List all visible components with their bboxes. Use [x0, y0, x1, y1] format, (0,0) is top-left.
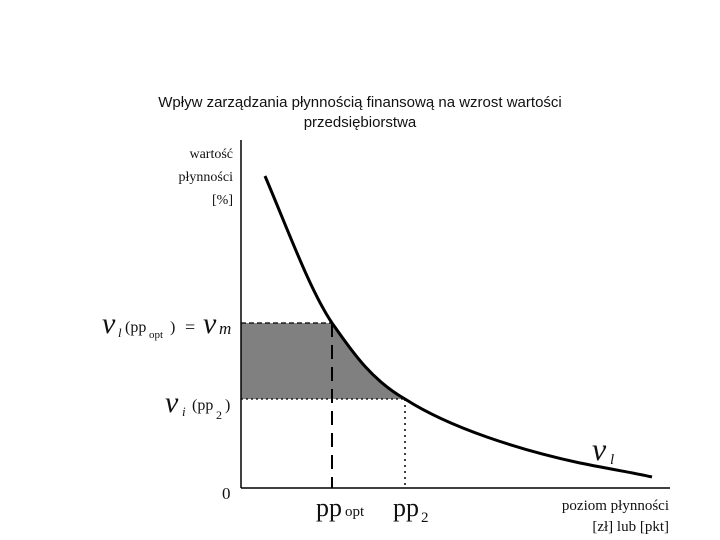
x-axis-label-line-1: poziom płynności: [562, 498, 669, 514]
shaded-value-area: [241, 323, 405, 399]
pp-opt-label-main: pp: [316, 493, 342, 522]
pp2-label-main: pp: [393, 493, 419, 522]
vi-pp2-label-v: v: [165, 386, 179, 419]
vm-label-v-sub: l: [118, 325, 122, 340]
vm-label-vm-sub: m: [219, 319, 231, 338]
y-axis-label-line-2: płynności: [179, 170, 234, 185]
chart-title: Wpływ zarządzania płynnością finansową n…: [60, 93, 660, 133]
pp-opt-label-sub: opt: [345, 504, 365, 520]
x-axis-label-line-2: [zł] lub [pkt]: [592, 519, 669, 535]
vm-label-equals: =: [185, 317, 195, 337]
value-curve: [263, 175, 653, 479]
vi-pp2-label-sub: i: [182, 404, 186, 419]
vm-label-arg-sub: opt: [149, 329, 163, 341]
vm-label-v: v: [102, 307, 116, 340]
curve-label-v: v: [592, 431, 607, 467]
title-line-2: przedsiębiorstwa: [303, 114, 417, 131]
y-axis-label-line-1: wartość: [189, 147, 233, 162]
curve-label-sub: l: [610, 452, 614, 468]
vi-pp2-label-arg: (pp: [192, 397, 213, 414]
pp2-label-sub: 2: [421, 510, 429, 526]
vi-pp2-label: v i (pp 2 ): [165, 386, 230, 422]
vm-label-arg-close: ): [170, 319, 175, 336]
y-axis-label-line-3: [%]: [212, 193, 233, 208]
vm-label-vm: v: [203, 307, 217, 340]
vm-label-arg: (pp: [125, 319, 146, 336]
vi-pp2-label-arg-sub: 2: [216, 408, 222, 422]
title-line-1: Wpływ zarządzania płynnością finansową n…: [158, 94, 562, 111]
vm-label: v l (pp opt ) = v m: [102, 307, 231, 341]
vi-pp2-label-arg-close: ): [225, 397, 230, 414]
origin-label: 0: [222, 484, 231, 503]
